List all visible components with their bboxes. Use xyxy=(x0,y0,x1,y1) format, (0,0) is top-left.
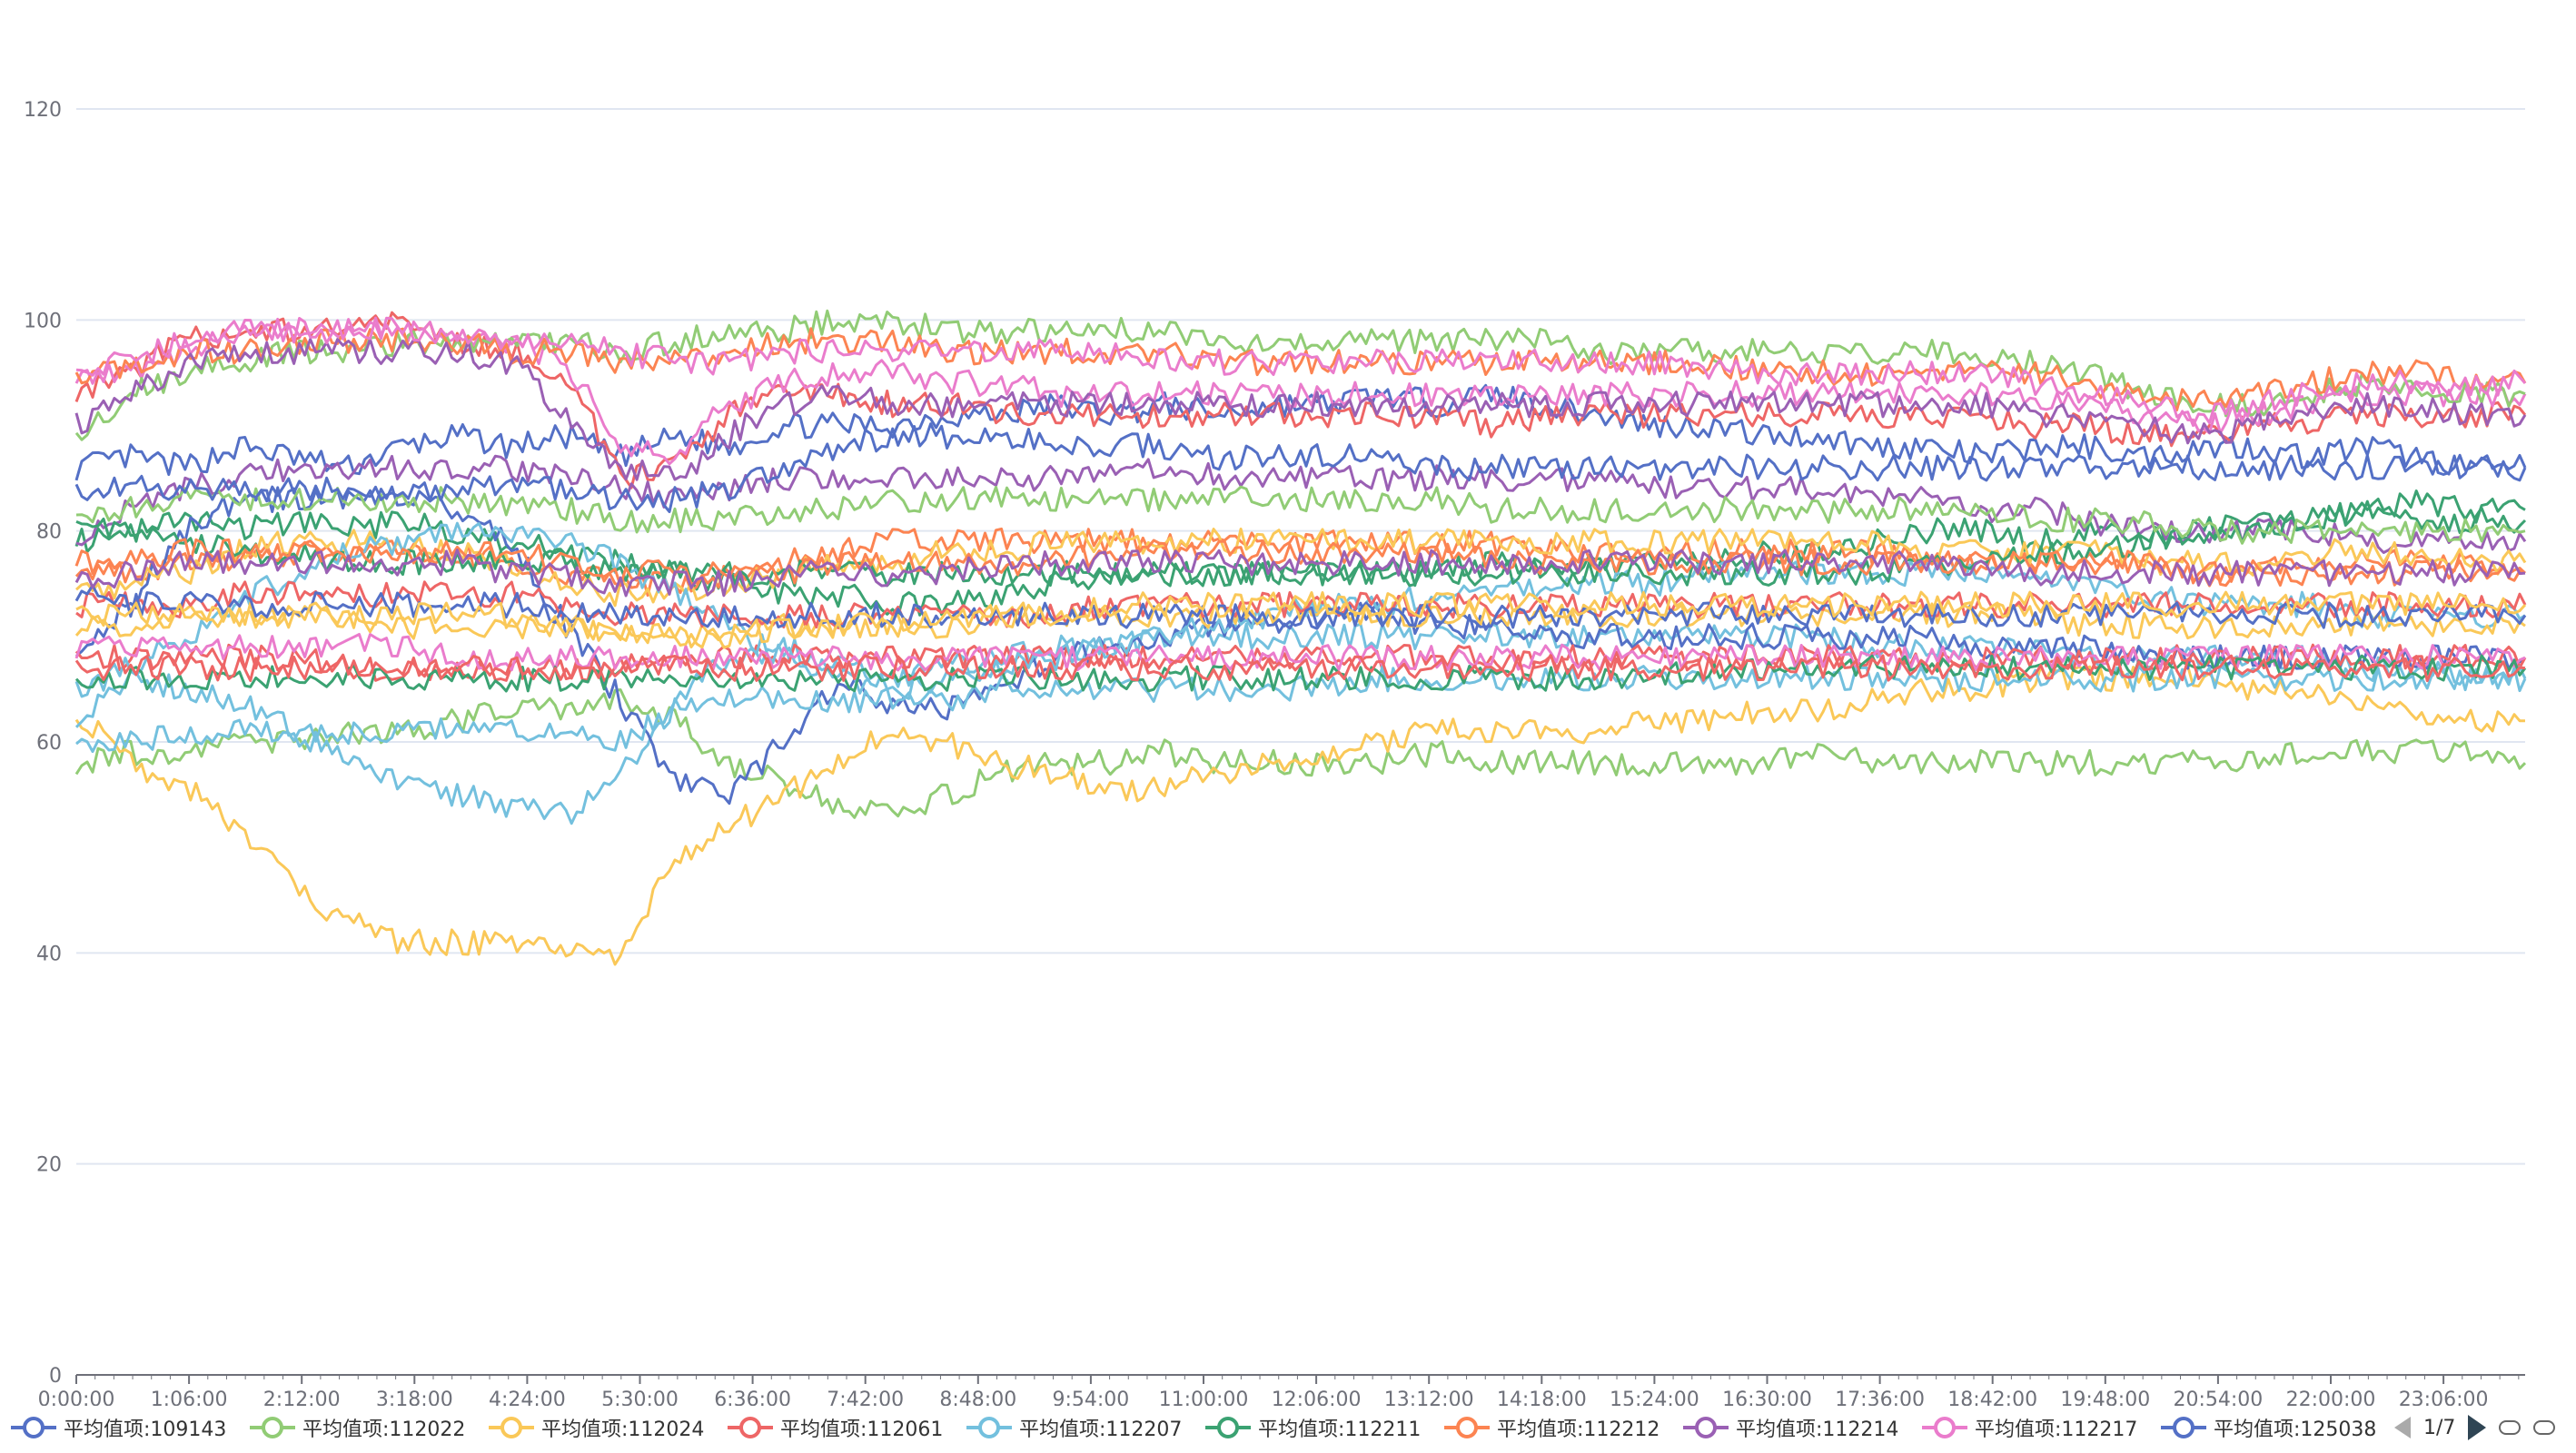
legend-label: 平均值项:112022 xyxy=(302,1418,466,1441)
x-tick-label: 20:54:00 xyxy=(2173,1389,2263,1406)
legend-item[interactable]: 平均值项:112024 xyxy=(489,1406,704,1449)
x-tick-label: 5:30:00 xyxy=(601,1389,679,1406)
series-line xyxy=(74,584,2527,629)
y-tick-label: 80 xyxy=(36,521,62,544)
legend-swatch-icon xyxy=(1444,1417,1490,1438)
x-tick-label: 23:06:00 xyxy=(2399,1389,2489,1406)
legend-swatch-icon xyxy=(2161,1417,2206,1438)
legend-toggle-icon[interactable] xyxy=(2499,1420,2522,1435)
legend-swatch-icon xyxy=(1205,1417,1251,1438)
x-tick-label: 11:00:00 xyxy=(1159,1389,1249,1406)
series-line xyxy=(75,454,2527,554)
series-line xyxy=(74,422,2527,513)
legend-pager: 1/7 xyxy=(2394,1406,2556,1449)
series-line xyxy=(74,664,2526,966)
legend-toggle-icon[interactable] xyxy=(2533,1420,2556,1435)
x-tick-label: 16:30:00 xyxy=(1722,1389,1812,1406)
y-tick-label: 40 xyxy=(36,943,62,965)
y-tick-label: 120 xyxy=(24,99,62,122)
legend-item[interactable]: 平均值项:112211 xyxy=(1205,1406,1421,1449)
series-line xyxy=(74,654,2526,683)
prev-page-icon[interactable] xyxy=(2394,1417,2411,1438)
series-lines xyxy=(74,309,2527,966)
x-tick-label: 13:12:00 xyxy=(1384,1389,1474,1406)
series-line xyxy=(75,316,2527,428)
x-tick-label: 18:42:00 xyxy=(1947,1389,2037,1406)
series-line xyxy=(74,688,2527,819)
legend-swatch-icon xyxy=(1683,1417,1729,1438)
x-tick-label: 14:18:00 xyxy=(1497,1389,1587,1406)
legend-label: 平均值项:112024 xyxy=(541,1418,705,1441)
legend-swatch-icon xyxy=(489,1417,534,1438)
series-line xyxy=(75,590,2527,649)
next-page-icon[interactable] xyxy=(2468,1415,2487,1440)
x-tick-label: 19:48:00 xyxy=(2060,1389,2150,1406)
series-line xyxy=(74,338,2527,481)
x-tick-label: 4:24:00 xyxy=(489,1389,566,1406)
y-tick-label: 60 xyxy=(36,732,62,755)
x-axis: 0:00:00 1:06:00 2:12:00 3:18:00 4:24:00 5:30:… xyxy=(38,1374,2525,1406)
legend-label: 平均值项:112217 xyxy=(1975,1418,2138,1441)
x-tick-label: 17:36:00 xyxy=(1835,1389,1925,1406)
series-line xyxy=(74,311,2527,489)
legend: 平均值项:109143 平均值项:112022 平均值项:112024 平均值项:11… xyxy=(0,1406,2576,1451)
legend-swatch-icon xyxy=(1922,1417,1967,1438)
line-chart: 0 20 40 60 80 100 120 0:00:00 1:06:00 2:12:00 3:1… xyxy=(24,99,2527,1406)
y-tick-label: 0 xyxy=(49,1365,62,1388)
legend-item[interactable]: 平均值项:112214 xyxy=(1683,1406,1898,1449)
x-tick-label: 22:00:00 xyxy=(2286,1389,2376,1406)
series-line xyxy=(74,538,2527,588)
series-line xyxy=(74,521,2526,700)
grid-lines xyxy=(76,108,2525,1376)
legend-swatch-icon xyxy=(11,1417,56,1438)
series-line xyxy=(74,654,2527,693)
legend-item[interactable]: 平均值项:112207 xyxy=(966,1406,1182,1449)
series-line xyxy=(74,327,2527,411)
legend-label: 平均值项:112211 xyxy=(1258,1418,1422,1441)
legend-label: 平均值项:109143 xyxy=(64,1418,227,1441)
x-tick-label: 9:54:00 xyxy=(1052,1389,1129,1406)
legend-label: 平均值项:112207 xyxy=(1019,1418,1183,1441)
x-tick-label: 2:12:00 xyxy=(263,1389,341,1406)
legend-item[interactable]: 平均值项:112061 xyxy=(728,1406,943,1449)
x-tick-label: 3:18:00 xyxy=(376,1389,453,1406)
legend-swatch-icon xyxy=(966,1417,1012,1438)
series-line xyxy=(74,309,2526,441)
series-line xyxy=(75,489,2526,588)
legend-item[interactable]: 平均值项:112022 xyxy=(250,1406,465,1449)
x-tick-label: 0:00:00 xyxy=(38,1389,115,1406)
y-axis: 0 20 40 60 80 100 120 xyxy=(24,99,62,1388)
legend-item[interactable]: 平均值项:109143 xyxy=(11,1406,226,1449)
legend-label: 平均值项:125038 xyxy=(2214,1418,2377,1441)
x-tick-label: 8:48:00 xyxy=(939,1389,1016,1406)
series-line xyxy=(75,665,2527,754)
series-line xyxy=(74,528,2527,608)
page-indicator: 1/7 xyxy=(2423,1416,2456,1439)
x-tick-label: 12:06:00 xyxy=(1272,1389,1362,1406)
x-tick-label: 6:36:00 xyxy=(714,1389,791,1406)
legend-label: 平均值项:112214 xyxy=(1736,1418,1899,1441)
y-tick-label: 100 xyxy=(24,310,62,332)
legend-label: 平均值项:112212 xyxy=(1497,1418,1660,1441)
legend-item[interactable]: 平均值项:112212 xyxy=(1444,1406,1660,1449)
x-tick-label: 15:24:00 xyxy=(1610,1389,1699,1406)
x-tick-label: 7:42:00 xyxy=(827,1389,904,1406)
x-tick-label: 1:06:00 xyxy=(151,1389,228,1406)
y-tick-label: 20 xyxy=(36,1154,62,1177)
series-line xyxy=(74,643,2527,682)
series-line xyxy=(74,549,2526,598)
legend-item[interactable]: 平均值项:125038 xyxy=(2161,1406,2376,1449)
legend-swatch-icon xyxy=(728,1417,773,1438)
legend-item[interactable]: 平均值项:112217 xyxy=(1922,1406,2137,1449)
legend-label: 平均值项:112061 xyxy=(780,1418,944,1441)
legend-swatch-icon xyxy=(250,1417,295,1438)
series-line xyxy=(75,485,2526,545)
